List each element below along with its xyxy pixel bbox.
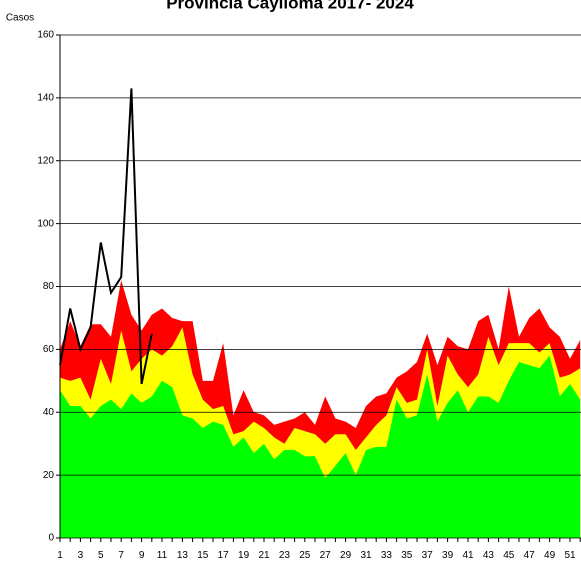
x-tick-label: 5 [98,550,104,561]
line [59,88,153,385]
x-tick-label: 45 [503,550,515,561]
y-tick-label: 40 [43,407,55,418]
y-tick-label: 100 [37,218,54,229]
chart-title: Provincia Caylloma 2017- 2024 [166,0,414,12]
x-tick-label: 43 [483,550,495,561]
x-tick-label: 9 [139,550,145,561]
x-tick-label: 27 [320,550,332,561]
x-tick-label: 47 [524,550,536,561]
y-tick-label: 0 [48,533,54,544]
x-tick-label: 29 [340,550,352,561]
y-tick-label: 160 [37,30,54,41]
x-tick-label: 23 [279,550,291,561]
x-tick-label: 13 [177,550,189,561]
y-tick-label: 60 [43,344,55,355]
y-tick-label: 20 [43,470,55,481]
x-tick-label: 39 [442,550,454,561]
area [60,355,581,538]
x-tick-label: 37 [422,550,434,561]
x-tick-label: 11 [157,550,168,561]
y-tick-label: 80 [43,281,55,292]
x-tick-label: 19 [238,550,250,561]
x-tick-label: 35 [401,550,413,561]
x-tick-label: 17 [218,550,230,561]
y-tick-label: 120 [37,155,54,166]
x-tick-label: 3 [78,550,84,561]
x-tick-label: 25 [299,550,311,561]
x-tick-label: 49 [544,550,556,561]
x-tick-label: 21 [258,550,270,561]
x-tick-label: 41 [462,550,474,561]
x-tick-label: 15 [197,550,209,561]
x-tick-label: 33 [381,550,393,561]
x-tick-label: 31 [360,550,372,561]
x-tick-label: 7 [118,550,124,561]
y-tick-label: 140 [37,93,54,104]
x-tick-label: 51 [564,550,576,561]
y-axis-label: Casos [6,13,34,24]
x-tick-label: 1 [57,550,63,561]
